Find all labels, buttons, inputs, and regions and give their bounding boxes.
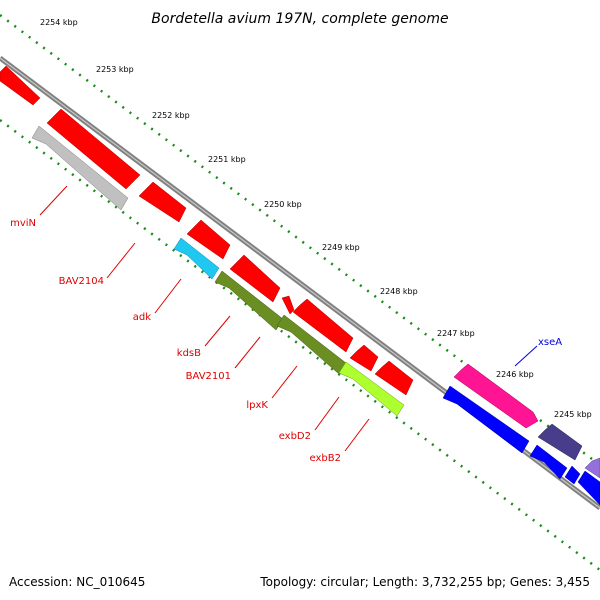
tick-label-2246: 2246 kbp [496, 370, 534, 379]
gene-feature-mviN[interactable] [31, 125, 129, 211]
gene-label-exbd2[interactable]: exbD2 [279, 431, 311, 442]
tick-label-2247: 2247 kbp [437, 329, 475, 338]
leader-mviN [39, 185, 68, 216]
gene-feature-blue-b[interactable] [529, 444, 568, 480]
gene-feature-xsea[interactable] [453, 363, 539, 429]
gene-feature-red-a[interactable] [0, 65, 41, 106]
tick-label-2248: 2248 kbp [380, 287, 418, 296]
leader-bav2104 [106, 242, 136, 279]
accession-text: Accession: NC_010645 [9, 575, 145, 589]
tick-label-2245: 2245 kbp [554, 410, 592, 419]
tick-label-2250: 2250 kbp [264, 200, 302, 209]
tick-label-2254: 2254 kbp [40, 18, 78, 27]
tick-label-2252: 2252 kbp [152, 111, 190, 120]
gene-feature-red-small[interactable] [281, 295, 295, 315]
leader-exbd2 [314, 396, 340, 431]
leader-lpxk [271, 365, 298, 399]
tick-track-inner [0, 119, 600, 571]
gene-feature-exbd2[interactable] [349, 344, 379, 372]
gene-feature-blue-a[interactable] [442, 385, 530, 454]
genome-summary-text: Topology: circular; Length: 3,732,255 bp… [259, 575, 590, 589]
gene-label-bav2104[interactable]: BAV2104 [59, 276, 104, 287]
gene-label-exbb2[interactable]: exbB2 [310, 453, 341, 464]
gene-feature-exbb2[interactable] [338, 361, 405, 417]
gene-feature-red-c[interactable] [186, 219, 231, 260]
tick-label-2251: 2251 kbp [208, 155, 246, 164]
gene-label-kdsb[interactable]: kdsB [177, 348, 201, 359]
kbp-tick-labels: 2254 kbp 2253 kbp 2252 kbp 2251 kbp 2250… [40, 18, 592, 419]
tick-label-2253: 2253 kbp [96, 65, 134, 74]
gene-label-leaders [39, 185, 538, 452]
gene-feature-bav2101[interactable] [292, 298, 354, 353]
forward-strand-genes [0, 65, 600, 479]
leader-bav2101 [234, 336, 261, 369]
leader-adk [154, 278, 182, 314]
gene-feature-adk[interactable] [173, 237, 220, 280]
tick-label-2249: 2249 kbp [322, 243, 360, 252]
gene-label-mviN[interactable]: mviN [10, 218, 36, 229]
gene-feature-red-d[interactable] [229, 254, 281, 303]
gene-label-adk[interactable]: adk [133, 312, 151, 323]
leader-xsea [514, 345, 538, 367]
gene-feature-red-e[interactable] [374, 360, 414, 396]
gene-label-bav2101[interactable]: BAV2101 [186, 371, 231, 382]
gene-labels: mviN BAV2104 adk kdsB BAV2101 lpxK exbD2… [10, 218, 562, 464]
leader-kdsb [204, 315, 231, 347]
gene-feature-darkslate[interactable] [537, 423, 583, 461]
gene-feature-blue-d[interactable] [577, 470, 600, 506]
reverse-strand-genes [31, 125, 600, 506]
leader-exbb2 [344, 418, 370, 452]
gene-feature-bav2104[interactable] [46, 108, 141, 190]
gene-feature-blue-c[interactable] [564, 465, 581, 485]
gene-feature-mediumpurple[interactable] [584, 457, 600, 479]
gene-feature-red-b[interactable] [138, 181, 187, 223]
map-title: Bordetella avium 197N, complete genome [151, 11, 448, 27]
gene-label-lpxk[interactable]: lpxK [246, 400, 268, 411]
gene-label-xsea[interactable]: xseA [538, 337, 562, 348]
